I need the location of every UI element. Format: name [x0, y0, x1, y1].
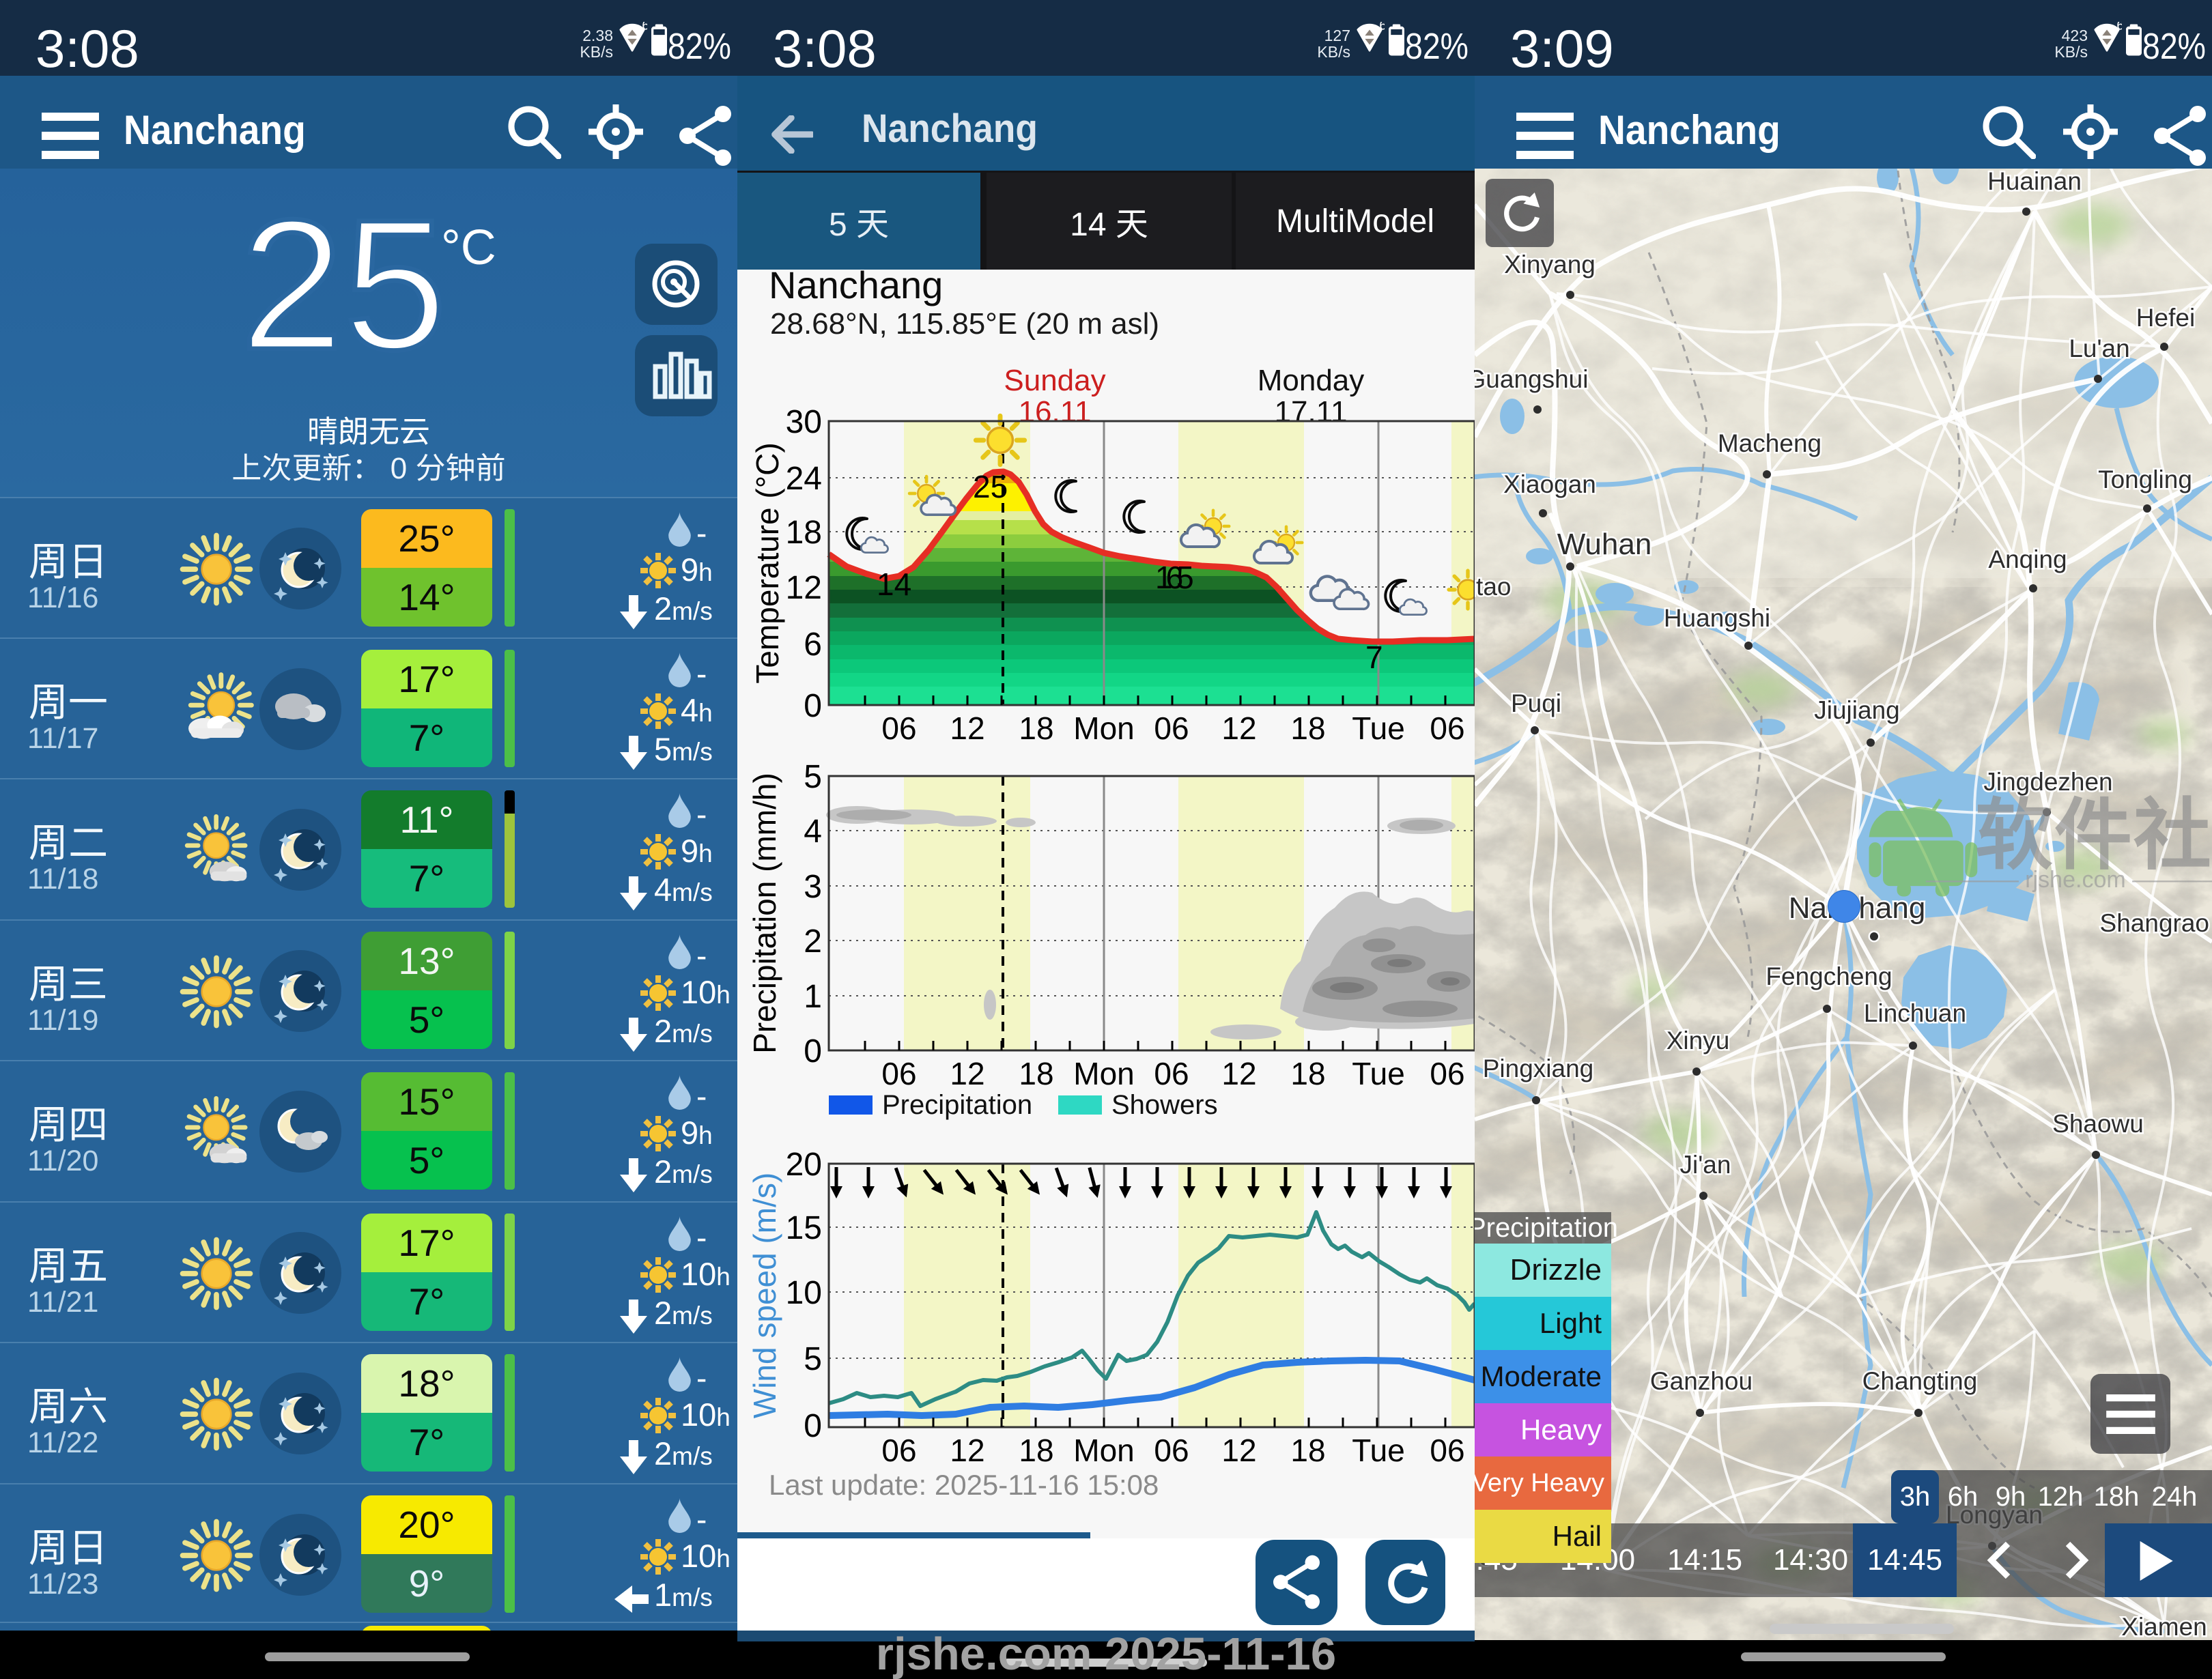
svg-text:Fengcheng: Fengcheng: [1766, 962, 1892, 990]
svg-text:Wind speed (m/s): Wind speed (m/s): [747, 1173, 782, 1418]
svg-text:06: 06: [1154, 711, 1189, 746]
svg-text:Last update: 2025-11-16 15:08: Last update: 2025-11-16 15:08: [769, 1469, 1159, 1501]
svg-text:Shaowu: Shaowu: [2052, 1110, 2144, 1138]
svg-text:7: 7: [1365, 640, 1383, 675]
svg-text:Shangrao: Shangrao: [2100, 909, 2209, 937]
svg-text:Puqi: Puqi: [1511, 689, 1561, 717]
svg-text:2: 2: [804, 923, 822, 960]
svg-text:Sunday: Sunday: [1004, 364, 1105, 397]
svg-text:Mon: Mon: [1073, 1056, 1134, 1091]
svg-text:30: 30: [786, 404, 822, 440]
svg-text:Anqing: Anqing: [1988, 545, 2067, 573]
svg-text:14: 14: [877, 566, 911, 602]
svg-text:06: 06: [881, 1056, 916, 1091]
svg-text:Ganzhou: Ganzhou: [1650, 1367, 1753, 1395]
svg-text:Tue: Tue: [1352, 1433, 1405, 1468]
svg-text:06: 06: [881, 1433, 916, 1468]
svg-text:Huainan: Huainan: [1987, 169, 2082, 195]
svg-text:Precipitation: Precipitation: [882, 1090, 1032, 1120]
svg-text:10: 10: [786, 1275, 822, 1311]
svg-text:Showers: Showers: [1111, 1090, 1218, 1120]
svg-text:Ji'an: Ji'an: [1680, 1151, 1731, 1179]
svg-text:18: 18: [1290, 1056, 1325, 1091]
svg-text:1: 1: [804, 979, 822, 1015]
svg-text:T: T: [1473, 364, 1475, 397]
svg-text:06: 06: [1430, 1056, 1464, 1091]
svg-text:Huangshi: Huangshi: [1664, 604, 1770, 632]
svg-text:Tue: Tue: [1352, 1056, 1405, 1091]
svg-text:20: 20: [786, 1147, 822, 1183]
svg-text:06: 06: [881, 711, 916, 746]
svg-text:18: 18: [1019, 711, 1053, 746]
svg-text:25: 25: [973, 469, 1008, 504]
svg-text:Pingxiang: Pingxiang: [1483, 1054, 1594, 1082]
svg-text:———— rjshe.com ————: ———— rjshe.com ————: [1926, 867, 2212, 893]
svg-text:Linchuan: Linchuan: [1864, 999, 1966, 1027]
svg-text:Xinyang: Xinyang: [1504, 250, 1596, 278]
svg-text:06: 06: [1154, 1433, 1189, 1468]
svg-text:Lu'an: Lu'an: [2069, 334, 2129, 362]
svg-text:Xiamen: Xiamen: [2121, 1613, 2207, 1640]
svg-text:Hefei: Hefei: [2136, 304, 2195, 332]
svg-text:Xinyu: Xinyu: [1667, 1027, 1730, 1054]
svg-text:3: 3: [804, 869, 822, 905]
svg-text:Precipitation (mm/h): Precipitation (mm/h): [747, 773, 782, 1054]
svg-text:16.11: 16.11: [1019, 395, 1092, 429]
svg-text:Changting: Changting: [1862, 1367, 1978, 1395]
svg-text:Tue: Tue: [1352, 711, 1405, 746]
svg-text:0: 0: [804, 1408, 822, 1444]
svg-text:软件社: 软件社: [1975, 792, 2212, 879]
svg-text:5: 5: [804, 1341, 822, 1377]
svg-text:18: 18: [1290, 1433, 1325, 1468]
svg-text:24: 24: [786, 461, 822, 497]
svg-text:Mon: Mon: [1073, 1433, 1134, 1468]
svg-text:5: 5: [804, 759, 822, 795]
svg-text:06: 06: [1430, 1433, 1464, 1468]
svg-text:Tongling: Tongling: [2098, 465, 2192, 493]
svg-text:12: 12: [950, 711, 984, 746]
svg-text:Xiantao: Xiantao: [1475, 573, 1512, 601]
svg-text:18: 18: [1019, 1056, 1053, 1091]
svg-text:12: 12: [950, 1433, 984, 1468]
svg-text:Guangshui: Guangshui: [1475, 365, 1588, 393]
svg-text:Xiaogan: Xiaogan: [1503, 470, 1596, 498]
svg-text:12: 12: [1221, 1056, 1256, 1091]
svg-text:0: 0: [804, 1033, 822, 1070]
svg-text:6: 6: [804, 627, 822, 663]
svg-text:Mon: Mon: [1073, 711, 1134, 746]
svg-text:Macheng: Macheng: [1718, 429, 1821, 457]
svg-text:Monday: Monday: [1258, 364, 1365, 397]
svg-text:18: 18: [1290, 711, 1325, 746]
svg-text:Temperature (°C): Temperature (°C): [750, 442, 785, 683]
svg-text:Jiujiang: Jiujiang: [1814, 696, 1899, 724]
svg-text:Nanchang: Nanchang: [769, 268, 943, 306]
svg-text:12: 12: [1221, 1433, 1256, 1468]
svg-text:Wuhan: Wuhan: [1557, 528, 1652, 561]
svg-text:18: 18: [1019, 1433, 1053, 1468]
svg-text:15: 15: [786, 1210, 822, 1246]
svg-text:06: 06: [1154, 1056, 1189, 1091]
svg-text:18: 18: [786, 515, 822, 551]
svg-text:28.68°N, 115.85°E (20 m asl): 28.68°N, 115.85°E (20 m asl): [770, 307, 1159, 341]
svg-text:12: 12: [786, 570, 822, 606]
svg-text:4: 4: [804, 814, 822, 850]
svg-text:0: 0: [804, 688, 822, 724]
svg-text:06: 06: [1430, 711, 1464, 746]
svg-text:Jingdezhen: Jingdezhen: [1983, 768, 2112, 796]
svg-text:12: 12: [950, 1056, 984, 1091]
svg-text:12: 12: [1221, 711, 1256, 746]
